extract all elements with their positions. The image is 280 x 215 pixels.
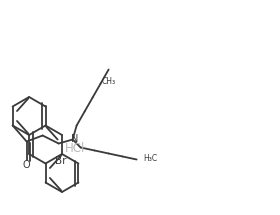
Text: N: N [71,135,78,144]
Text: HCl: HCl [65,141,85,155]
Text: O: O [23,161,31,170]
Text: Br: Br [55,155,66,166]
Text: CH₃: CH₃ [102,77,116,86]
Text: H₃C: H₃C [144,154,158,163]
